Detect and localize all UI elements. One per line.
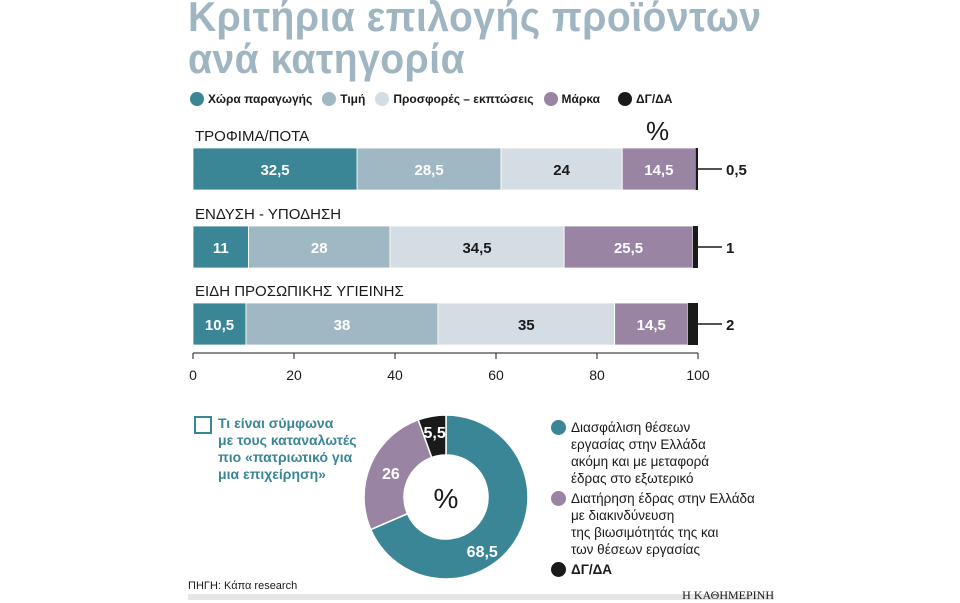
data-label: 28,5 <box>414 162 443 179</box>
x-tick-label: 40 <box>387 367 403 383</box>
legend-label: Τιμή <box>340 92 366 106</box>
bar-chart: ΤΡΟΦΙΜΑ/ΠΟΤΑ 32,5 28,5 24 14,5 0,5 ΕΝΔΥΣΗ - ΥΠ… <box>189 128 747 383</box>
slice-label: 68,5 <box>467 544 498 561</box>
legend-line: εργασίας στην Ελλάδα <box>571 437 706 452</box>
bar-segment <box>687 303 698 345</box>
legend-swatch <box>551 562 566 577</box>
bar-segment <box>192 147 358 191</box>
question-line: μια επιχείρηση» <box>218 466 326 482</box>
donut-legend-item-jobs: Διασφάλιση θέσεων εργασίας στην Ελλάδα ακό… <box>551 419 709 487</box>
legend-swatch <box>543 92 558 106</box>
data-label: 14,5 <box>644 162 673 179</box>
donut-slice <box>363 418 433 531</box>
legend-label: Χώρα παραγωγής <box>208 92 313 106</box>
data-label: 32,5 <box>260 162 289 179</box>
legend-item-brand: Μάρκα <box>543 92 600 106</box>
donut-slice <box>369 414 529 580</box>
legend-label: Προσφορές – εκπτώσεις <box>393 92 534 106</box>
bar-segment <box>437 302 616 346</box>
legend-line: των θέσεων εργασίας <box>571 542 700 557</box>
data-label: 0,5 <box>726 162 747 179</box>
bar-segment <box>192 302 247 346</box>
question-line: Τι είναι σύμφωνα <box>218 415 334 431</box>
legend-line: με διακινδύνευση <box>571 508 675 523</box>
footer-bar <box>188 594 774 600</box>
data-label: 1 <box>726 240 734 257</box>
data-label: 34,5 <box>462 240 491 257</box>
x-tick-label: 80 <box>589 367 605 383</box>
legend-swatch <box>551 491 566 506</box>
donut-legend-item-hq: Διατήρηση έδρας στην Ελλάδα με διακινδύνε… <box>551 490 755 558</box>
data-label: 25,5 <box>614 240 643 257</box>
title-line-2: ανά κατηγορία <box>188 35 466 82</box>
legend-item-dk: ΔΓ/ΔΑ <box>617 92 673 106</box>
data-label: 14,5 <box>637 317 666 334</box>
data-label: 24 <box>553 162 570 179</box>
source-note: ΠΗΓΗ: Κάπα research <box>188 580 298 592</box>
slice-label: 5,5 <box>424 425 446 442</box>
category-label: ΕΝΔΥΣΗ - ΥΠΟΔΗΣΗ <box>195 206 341 223</box>
category-label: ΤΡΟΦΙΜΑ/ΠΟΤΑ <box>195 128 309 145</box>
data-label: 11 <box>213 240 229 257</box>
legend-line: έδρας στο εξωτερικό <box>571 471 694 486</box>
data-label: 2 <box>726 317 734 334</box>
legend-swatch <box>617 92 632 106</box>
legend-swatch <box>322 92 337 106</box>
donut-slice <box>417 414 447 459</box>
chart-title: Κριτήρια επιλογής προϊόντων ανά κατηγορί… <box>188 0 762 80</box>
legend-swatch <box>190 92 204 106</box>
bar-segment <box>192 225 249 269</box>
legend-swatch <box>551 420 566 435</box>
bar-segment <box>695 148 698 190</box>
legend-line: ΔΓ/ΔΑ <box>571 562 613 577</box>
legend-line: της βιωσιμότητάς της και <box>571 525 719 540</box>
legend-item-price: Τιμή <box>322 92 365 106</box>
bar-segment <box>356 147 502 191</box>
legend-label: ΔΓ/ΔΑ <box>635 92 673 106</box>
legend-line: Διασφάλιση θέσεων <box>571 420 691 435</box>
bar-segment <box>245 302 439 346</box>
x-tick-label: 0 <box>189 367 197 383</box>
legend-swatch <box>375 92 390 106</box>
data-label: 38 <box>334 317 351 334</box>
x-tick-label: 60 <box>488 367 504 383</box>
bar-segment <box>614 302 689 346</box>
bar-segment <box>692 226 698 268</box>
x-tick-label: 20 <box>286 367 302 383</box>
question-line: με τους καταναλωτές <box>218 432 357 448</box>
donut-question: Τι είναι σύμφωνα με τους καταναλωτές πιο… <box>194 415 357 483</box>
square-icon <box>194 416 212 434</box>
category-label: ΕΙΔΗ ΠΡΟΣΩΠΙΚΗΣ ΥΓΙΕΙΝΗΣ <box>195 283 404 300</box>
legend-label: Μάρκα <box>561 92 600 106</box>
slice-label: 26 <box>382 466 400 483</box>
publisher-logo: Η ΚΑΘΗΜΕΡΙΝΗ <box>682 588 774 602</box>
title-line-1: Κριτήρια επιλογής προϊόντων <box>188 0 762 40</box>
data-label: 10,5 <box>205 317 234 334</box>
x-tick-label: 100 <box>686 367 710 383</box>
bar-legend: Χώρα παραγωγής Τιμή Προσφορές – εκπτώσει… <box>190 92 672 106</box>
bar-segment <box>500 147 623 191</box>
center-label: % <box>434 483 459 514</box>
data-label: 35 <box>518 317 535 334</box>
donut-legend-item-dk: ΔΓ/ΔΑ <box>551 561 612 578</box>
unit-label: % <box>646 116 670 146</box>
legend-item-offers: Προσφορές – εκπτώσεις <box>375 92 534 106</box>
bar-segment <box>563 225 694 269</box>
data-label: 28 <box>311 240 328 257</box>
legend-item-origin: Χώρα παραγωγής <box>190 92 312 106</box>
legend-line: Διατήρηση έδρας στην Ελλάδα <box>571 491 755 506</box>
question-line: πιο «πατριωτικό για <box>218 449 353 465</box>
legend-line: ακόμη και με μεταφορά <box>571 454 710 469</box>
